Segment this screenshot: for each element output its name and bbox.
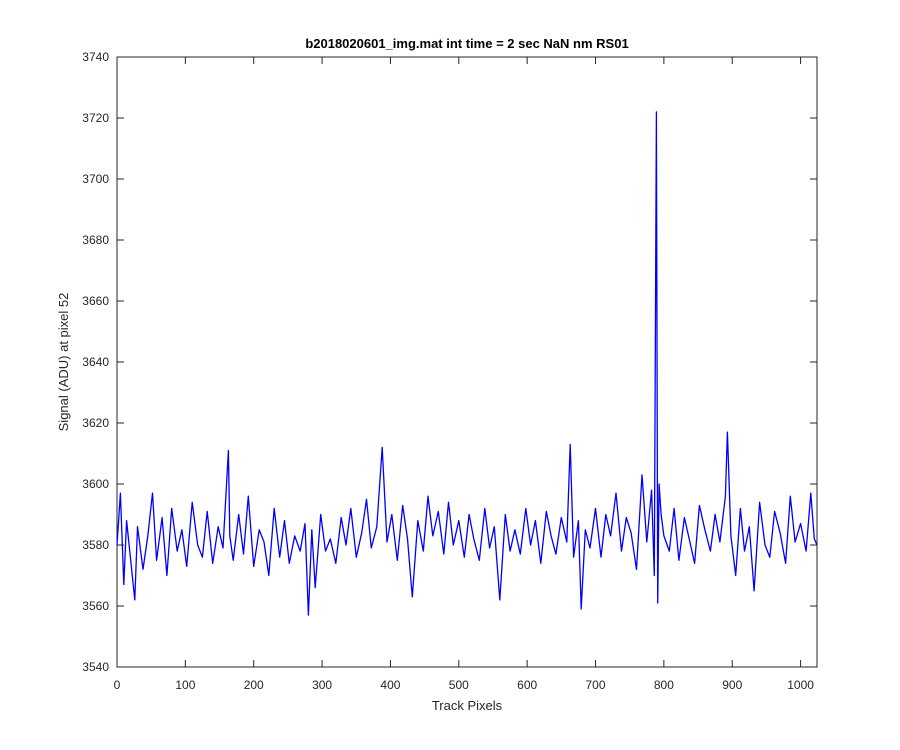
y-tick-label: 3620	[82, 416, 109, 430]
x-tick-label: 400	[380, 678, 400, 692]
x-tick-label: 700	[586, 678, 606, 692]
y-tick-label: 3560	[82, 599, 109, 613]
x-tick-label: 800	[654, 678, 674, 692]
chart-title: b2018020601_img.mat int time = 2 sec NaN…	[305, 36, 628, 51]
x-tick-label: 600	[517, 678, 537, 692]
x-tick-label: 500	[449, 678, 469, 692]
y-tick-label: 3540	[82, 660, 109, 674]
x-tick-label: 100	[175, 678, 195, 692]
y-tick-label: 3680	[82, 233, 109, 247]
signal-series-line	[116, 111, 818, 616]
y-tick-label: 3700	[82, 172, 109, 186]
x-axis-title: Track Pixels	[432, 698, 503, 713]
x-tick-label: 900	[722, 678, 742, 692]
y-tick-label: 3660	[82, 294, 109, 308]
x-tick-label: 0	[114, 678, 121, 692]
x-tick-label: 200	[244, 678, 264, 692]
y-tick-label: 3740	[82, 50, 109, 64]
plot-area	[116, 56, 818, 668]
y-tick-label: 3580	[82, 538, 109, 552]
y-tick-label: 3600	[82, 477, 109, 491]
y-axis-title: Signal (ADU) at pixel 52	[56, 293, 71, 432]
x-axis-ticks: 0 100 200 300 400 500 600 700 800 900 1000	[114, 57, 814, 692]
x-tick-label: 300	[312, 678, 332, 692]
y-tick-label: 3720	[82, 111, 109, 125]
x-tick-label: 1000	[787, 678, 814, 692]
y-tick-label: 3640	[82, 355, 109, 369]
y-axis-ticks: 3540 3560 3580 3600 3620 3640 3660 3680 3700 3720…	[82, 50, 817, 674]
